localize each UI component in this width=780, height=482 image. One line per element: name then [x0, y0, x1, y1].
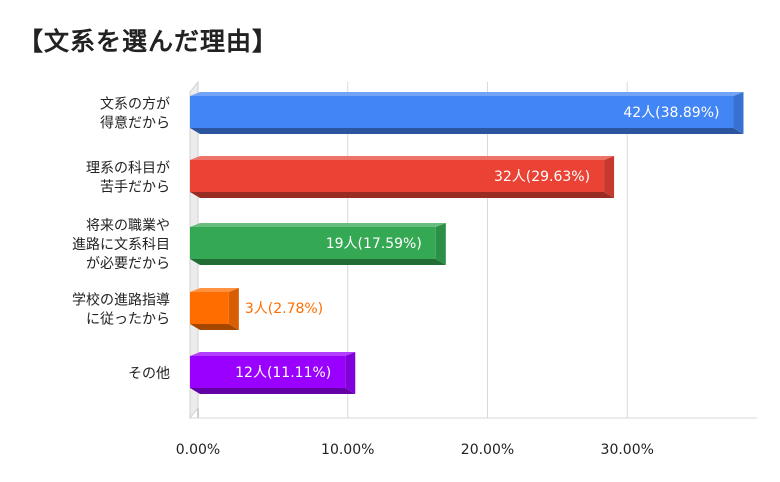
bar-side-face	[435, 223, 446, 265]
data-label: 32人(29.63%)	[494, 169, 590, 185]
bar-side-face	[733, 92, 744, 134]
bar-bottom-face	[190, 128, 744, 134]
bar-top-face	[190, 92, 744, 96]
category-label: 苦手だから	[100, 180, 170, 196]
bar-side-face	[228, 288, 239, 330]
chart-title: 【文系を選んだ理由】	[18, 27, 279, 56]
data-label: 3人(2.78%)	[245, 301, 323, 317]
x-tick-label: 30.00%	[601, 442, 654, 458]
bar-side-face	[604, 156, 615, 198]
bar-top-face	[190, 288, 239, 292]
category-label: 文系の方が	[100, 97, 170, 113]
bar-top-face	[190, 223, 446, 227]
category-label: 進路に文系科目	[72, 237, 170, 253]
x-tick-label: 10.00%	[321, 442, 374, 458]
bar	[190, 96, 734, 128]
bar	[190, 292, 229, 324]
x-tick-label: 0.00%	[176, 442, 220, 458]
bar	[190, 160, 605, 192]
bar-bottom-face	[190, 388, 356, 394]
data-label: 12人(11.11%)	[235, 365, 331, 381]
category-label: その他	[128, 366, 170, 382]
bar-bottom-face	[190, 192, 615, 198]
data-label: 42人(38.89%)	[623, 105, 719, 121]
category-label: 将来の職業や	[86, 218, 170, 234]
category-label: が必要だから	[86, 256, 170, 272]
data-label: 19人(17.59%)	[326, 236, 422, 252]
bar-top-face	[190, 352, 356, 356]
bar	[190, 356, 346, 388]
category-label: 理系の科目が	[86, 161, 170, 177]
bar-top-face	[190, 156, 615, 160]
bar-bottom-face	[190, 259, 446, 265]
bar-bottom-face	[190, 324, 239, 330]
x-tick-label: 20.00%	[461, 442, 514, 458]
category-label: 得意だから	[100, 115, 170, 132]
bar-side-face	[345, 352, 356, 394]
category-label: に従ったから	[86, 312, 170, 328]
category-label: 学校の進路指導	[72, 292, 170, 309]
bar	[190, 227, 436, 259]
